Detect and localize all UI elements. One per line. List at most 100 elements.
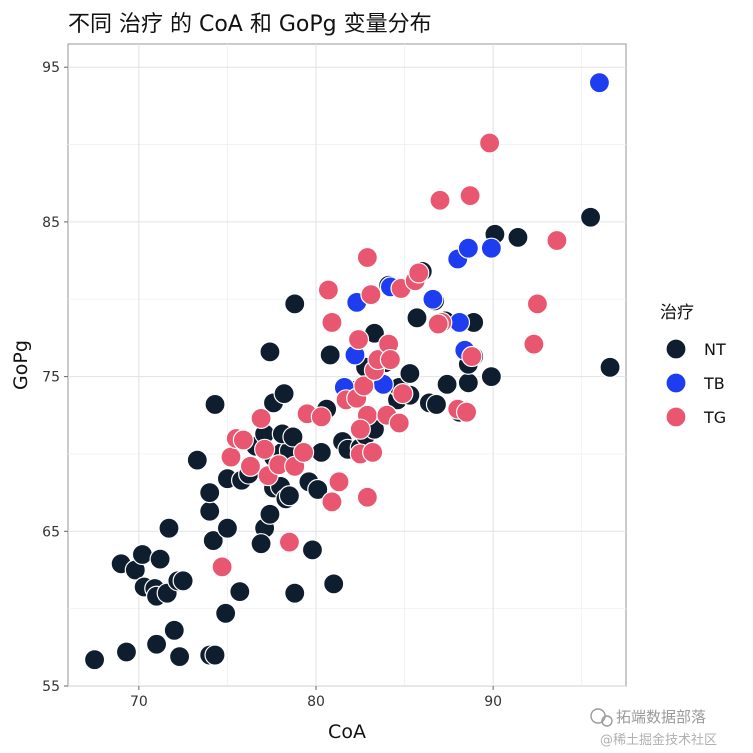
point-nt (158, 517, 180, 539)
point-tg (461, 345, 483, 368)
point-nt (204, 644, 226, 666)
point-tg (360, 284, 382, 306)
legend-key-nt (665, 338, 687, 360)
point-nt (480, 366, 502, 388)
axis-ticks: 70 80 90 55 65 75 85 95 (42, 60, 502, 710)
point-tg (526, 293, 549, 315)
point-tb (480, 237, 502, 259)
wechat-icon (590, 708, 606, 724)
point-tg (356, 246, 378, 269)
point-tb (457, 237, 479, 259)
y-tick-label: 65 (42, 524, 60, 540)
y-tick-label: 95 (42, 60, 60, 76)
y-tick-label: 75 (42, 370, 60, 386)
point-nt (172, 570, 194, 592)
watermark: 拓端数据部落 @稀土掘金技术社区 (590, 708, 717, 748)
point-tg (220, 446, 242, 468)
point-nt (307, 478, 329, 501)
x-tick-label: 70 (130, 694, 148, 710)
legend-label-tb: TB (703, 374, 725, 393)
point-tg (232, 429, 254, 451)
point-nt (163, 619, 185, 641)
point-tg (349, 418, 371, 440)
point-nt (284, 582, 306, 604)
chart-title: 不同 治疗 的 CoA 和 GoPg 变量分布 (68, 12, 432, 37)
point-nt (215, 602, 237, 624)
legend-key-tg (665, 406, 687, 428)
point-tg (408, 262, 430, 284)
point-nt (202, 529, 224, 552)
point-tg (278, 531, 301, 553)
point-tg (239, 455, 262, 477)
point-nt (199, 482, 221, 504)
y-axis-title: GoPg (10, 340, 32, 390)
point-tg (321, 491, 343, 513)
data-points (83, 72, 621, 671)
legend-title: 治疗 (660, 303, 694, 323)
point-tg (392, 383, 414, 405)
point-nt (186, 449, 208, 471)
point-tg (353, 375, 375, 397)
point-tg (310, 406, 332, 428)
point-tg (211, 556, 233, 578)
point-tg (317, 279, 339, 301)
x-axis-title: CoA (328, 721, 366, 743)
point-tg (254, 438, 276, 460)
legend: 治疗 NT TB TG (660, 303, 726, 428)
point-nt (507, 226, 529, 248)
point-tg (523, 333, 545, 355)
point-nt (83, 649, 106, 671)
point-nt (149, 548, 171, 570)
watermark-line1: 拓端数据部落 (616, 708, 706, 726)
point-nt (399, 362, 421, 385)
point-tg (250, 407, 272, 429)
point-tg (362, 441, 384, 464)
point-tg (546, 229, 568, 252)
point-tb (588, 72, 611, 94)
point-nt (284, 293, 306, 315)
point-tg (293, 441, 315, 464)
point-nt (436, 373, 458, 395)
point-tg (356, 486, 378, 508)
point-nt (282, 426, 304, 448)
point-nt (229, 581, 251, 603)
point-tg (479, 132, 501, 154)
point-nt (310, 441, 332, 464)
point-tg (429, 189, 451, 211)
point-nt (425, 393, 448, 416)
point-tg (388, 412, 410, 434)
watermark-line2: @稀土掘金技术社区 (600, 732, 717, 748)
point-nt (204, 393, 226, 416)
point-nt (216, 517, 239, 539)
point-nt (169, 646, 191, 668)
point-nt (115, 641, 138, 663)
point-nt (259, 341, 281, 363)
point-nt (406, 307, 428, 329)
point-nt (319, 344, 341, 366)
point-nt (301, 539, 324, 561)
point-tg (347, 328, 370, 351)
y-tick-label: 85 (42, 215, 60, 231)
point-tb (448, 311, 471, 334)
point-tg (328, 471, 350, 493)
point-nt (273, 383, 295, 405)
point-tg (321, 311, 343, 334)
point-nt (145, 633, 168, 655)
legend-label-tg: TG (703, 408, 726, 427)
point-tg (455, 401, 478, 423)
legend-label-nt: NT (704, 340, 726, 359)
point-nt (278, 485, 301, 507)
point-nt (599, 356, 621, 378)
point-nt (579, 206, 602, 228)
point-nt (323, 573, 345, 595)
y-tick-label: 55 (42, 679, 60, 695)
point-nt (250, 533, 272, 555)
point-nt (131, 543, 153, 566)
point-tg (459, 185, 481, 207)
legend-key-tb (665, 372, 687, 394)
wechat-icon-small (601, 715, 613, 727)
point-tg (427, 313, 449, 335)
x-tick-label: 90 (484, 694, 502, 710)
point-tg (379, 348, 401, 371)
